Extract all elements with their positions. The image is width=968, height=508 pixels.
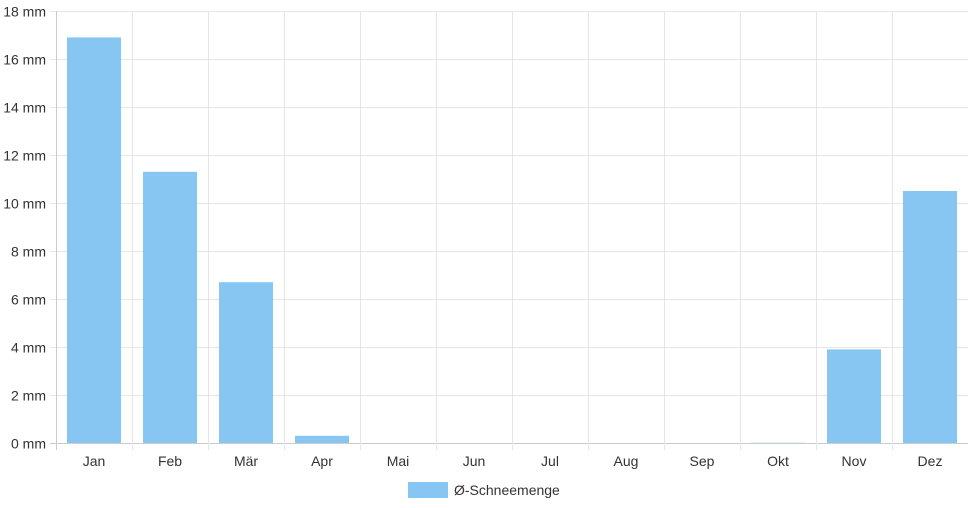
- y-tick-label: 12 mm: [3, 148, 46, 164]
- y-tick-label: 6 mm: [11, 292, 46, 308]
- x-tick-label: Feb: [158, 453, 182, 469]
- legend[interactable]: Ø-Schneemenge: [408, 481, 560, 499]
- x-tick-label: Sep: [690, 453, 715, 469]
- y-tick-label: 16 mm: [3, 52, 46, 68]
- bars: [67, 37, 957, 444]
- x-tick-label: Mär: [234, 453, 258, 469]
- y-axis-labels: 0 mm 2 mm 4 mm 6 mm 8 mm 10 mm 12 mm 14 mm 16 mm…: [3, 4, 46, 452]
- x-tick-label: Apr: [311, 453, 333, 469]
- x-tick-label: Dez: [918, 453, 943, 469]
- snowfall-bar-chart: 0 mm 2 mm 4 mm 6 mm 8 mm 10 mm 12 mm 14 mm 16 mm…: [3, 4, 968, 469]
- y-tick-label: 4 mm: [11, 340, 46, 356]
- x-tick-label: Jun: [463, 453, 486, 469]
- bar-Jan[interactable]: [67, 37, 121, 444]
- x-tick-label: Aug: [614, 453, 639, 469]
- bar-Feb[interactable]: [143, 171, 197, 444]
- bar-Dez[interactable]: [903, 191, 957, 443]
- bar-Mär[interactable]: [219, 282, 273, 443]
- y-tick-label: 10 mm: [3, 196, 46, 212]
- bar-Apr[interactable]: [295, 435, 349, 443]
- y-tick-label: 14 mm: [3, 100, 46, 116]
- y-tick-label: 18 mm: [3, 4, 46, 20]
- y-tick-label: 0 mm: [11, 436, 46, 452]
- y-tick-label: 2 mm: [11, 388, 46, 404]
- x-tick-label: Jan: [83, 453, 106, 469]
- x-tick-label: Okt: [767, 453, 789, 469]
- grid: [50, 11, 968, 450]
- x-tick-label: Nov: [842, 453, 867, 469]
- y-tick-label: 8 mm: [11, 244, 46, 260]
- x-tick-label: Mai: [387, 453, 410, 469]
- legend-swatch: [408, 482, 448, 498]
- legend-label: Ø-Schneemenge: [454, 482, 560, 498]
- x-axis-labels: Jan Feb Mär Apr Mai Jun Jul Aug Sep Okt Nov Dez: [83, 453, 943, 469]
- bar-Nov[interactable]: [827, 349, 881, 443]
- x-tick-label: Jul: [541, 453, 559, 469]
